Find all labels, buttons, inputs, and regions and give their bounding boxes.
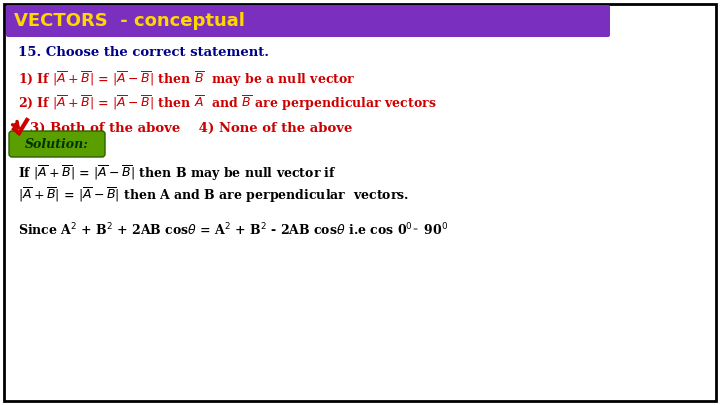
Text: Solution:: Solution:: [25, 138, 89, 151]
Text: 3) Both of the above    4) None of the above: 3) Both of the above 4) None of the abov…: [30, 122, 352, 134]
FancyBboxPatch shape: [9, 131, 105, 157]
Text: 15. Choose the correct statement.: 15. Choose the correct statement.: [18, 47, 269, 60]
Text: Since A$^2$ + B$^2$ + 2AB cos$\theta$ = A$^2$ + B$^2$ - 2AB cos$\theta$ i.e cos : Since A$^2$ + B$^2$ + 2AB cos$\theta$ = …: [18, 222, 449, 238]
Text: VECTORS  - conceptual: VECTORS - conceptual: [14, 12, 245, 30]
FancyBboxPatch shape: [6, 5, 610, 37]
Text: 2) If $|\overline{A} + \overline{B}|$ = $|\overline{A} - \overline{B}|$ then $\o: 2) If $|\overline{A} + \overline{B}|$ = …: [18, 94, 436, 113]
Text: 1) If $|\overline{A} + \overline{B}|$ = $|\overline{A} - \overline{B}|$ then $\o: 1) If $|\overline{A} + \overline{B}|$ = …: [18, 69, 356, 89]
Text: $|\overline{A} + \overline{B}|$ = $|\overline{A} -  \overline{B}|$ then A and B : $|\overline{A} + \overline{B}|$ = $|\ove…: [18, 185, 409, 205]
FancyBboxPatch shape: [4, 4, 716, 401]
Text: If $|\overline{A} + \overline{B}|$ = $|\overline{A} -  \overline{B}|$ then B may: If $|\overline{A} + \overline{B}|$ = $|\…: [18, 164, 337, 183]
